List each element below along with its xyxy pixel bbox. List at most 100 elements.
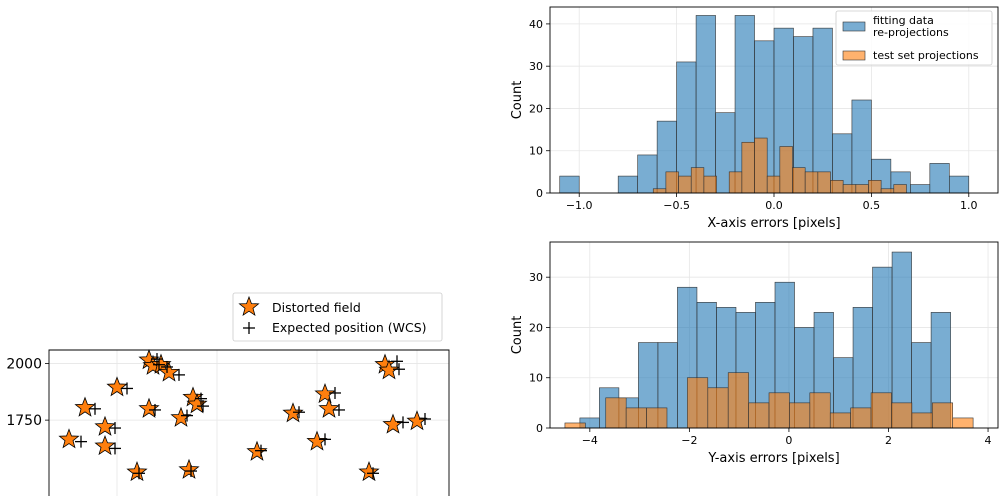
axes-frame [48, 349, 450, 496]
histogram-bar [880, 188, 895, 194]
histogram-bar [931, 402, 954, 429]
distorted-field-star [178, 458, 200, 479]
histogram-bar [678, 175, 692, 194]
distorted-field-star [186, 393, 208, 414]
legend-label-expected: Expected position (WCS) [272, 320, 427, 335]
histogram-bar [690, 167, 705, 194]
histogram-bar [949, 175, 970, 194]
expected-position-plus [181, 409, 193, 422]
y-tick-label: 10 [529, 372, 543, 385]
expected-position-plus [333, 403, 345, 416]
histogram-bar [891, 402, 913, 429]
histogram-bar [728, 171, 743, 194]
legend-star-icon [238, 295, 260, 317]
y-tick-label: 40 [529, 18, 543, 31]
expected-position-plus [89, 402, 101, 415]
x-tick-label: −0.5 [663, 199, 690, 212]
expected-position-plus [419, 413, 431, 425]
histogram-bar [741, 141, 755, 194]
histogram-bar [559, 175, 580, 194]
y-axis-label: Count [510, 316, 525, 355]
y-axis-label: Count [510, 81, 525, 120]
histogram-bar [893, 184, 907, 194]
legend-swatch-fitting [842, 21, 866, 32]
distorted-field-star [170, 406, 192, 427]
histogram-bar [809, 392, 831, 429]
chart-legend: fitting data re-projections test set proje… [835, 10, 993, 66]
histogram-bar [766, 175, 781, 194]
legend-label-distorted: Distorted field [272, 300, 361, 315]
histogram-bar [910, 184, 931, 194]
distorted-field-star [358, 461, 380, 482]
x-tick-label: 0.0 [765, 199, 783, 212]
expected-position-plus [149, 403, 161, 416]
x-tick-label: −4 [582, 434, 598, 447]
y-tick-label: 30 [529, 60, 543, 73]
histogram-bar [707, 387, 729, 429]
histogram-bar [695, 15, 716, 194]
distorted-field-star [158, 361, 180, 382]
histogram-bar [652, 188, 667, 194]
histogram-bar [842, 184, 857, 194]
x-tick-label: 0 [785, 434, 792, 447]
expected-position-plus [109, 442, 121, 455]
distorted-field-star [382, 413, 404, 434]
distorted-field-star [74, 396, 96, 417]
histogram-bar [850, 407, 872, 429]
histogram-bar [911, 412, 933, 429]
expected-position-plus [293, 406, 305, 419]
histogram-bar [812, 27, 833, 194]
histogram-bar [748, 402, 770, 429]
legend-frame [835, 10, 993, 66]
distorted-field-star [138, 397, 160, 418]
legend-frame [232, 292, 443, 342]
distorted-field-star [306, 430, 328, 451]
x-tick-label: −2 [681, 434, 697, 447]
expected-position-plus [329, 386, 341, 399]
distorted-field-star [150, 353, 172, 374]
y-tick-label: 0 [536, 422, 543, 435]
legend-label-test: test set projections [873, 49, 979, 62]
histogram-bar [617, 175, 638, 194]
histogram-bar [789, 402, 811, 429]
histogram-bar [665, 171, 679, 194]
histogram-bar [727, 372, 749, 429]
histogram-bar [855, 184, 869, 194]
expected-position-plus [109, 422, 121, 435]
x-error-histogram: −1.0 −0.5 0.0 0.5 1.0 0 10 20 30 40 X-axis errors … [510, 6, 999, 231]
expected-position-plus [393, 363, 405, 376]
distorted-field-star [94, 415, 116, 436]
y-error-histogram: −4 −2 0 2 4 0 10 20 30 Y-axis errors [pixels] Coun… [510, 241, 999, 466]
x-tick-label: −1.0 [566, 199, 593, 212]
expected-position-plus [173, 368, 185, 381]
histogram-bar [829, 412, 851, 429]
histogram-bar [605, 397, 627, 429]
distorted-field-star [318, 397, 340, 418]
x-axis-label: X-axis errors [pixels] [707, 216, 840, 231]
y-tick-label: 20 [529, 102, 543, 115]
legend-label-fitting: fitting data re-projections [873, 14, 949, 39]
x-tick-label: 0.5 [863, 199, 881, 212]
histogram-bar [779, 146, 793, 194]
y-tick-label: 2000 [6, 357, 42, 373]
expected-position-plus [391, 355, 403, 368]
histogram-bar [868, 180, 882, 194]
distorted-field-star [314, 382, 336, 404]
axes-frame [549, 241, 999, 429]
expected-position-plus [151, 353, 163, 366]
y-tick-label: 20 [529, 321, 543, 334]
expected-position-plus [185, 465, 197, 478]
expected-position-plus [121, 382, 133, 395]
histogram-bar [792, 167, 806, 194]
histogram-bar [804, 171, 819, 194]
expected-position-plus [397, 416, 409, 429]
histogram-bar [870, 392, 892, 429]
distorted-field-star [378, 359, 400, 380]
distorted-field-star [106, 376, 128, 397]
y-tick-label: 1750 [6, 413, 42, 429]
x-tick-label: 2 [885, 434, 892, 447]
histogram-bar [625, 407, 647, 429]
distorted-field-star [94, 435, 116, 456]
x-tick-label: 1.0 [960, 199, 978, 212]
